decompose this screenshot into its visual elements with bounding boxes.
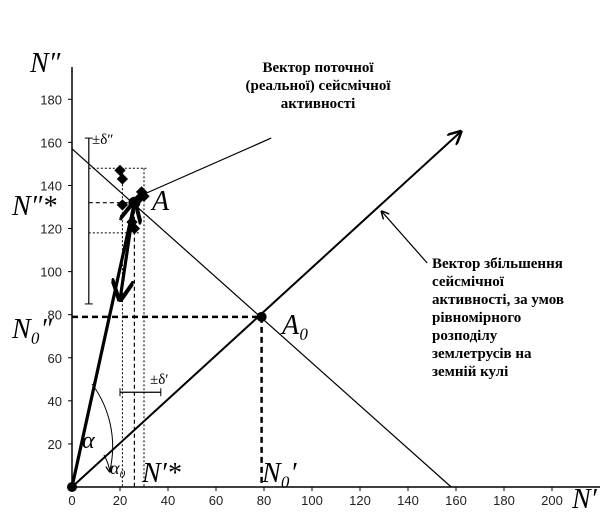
annotation-line: землетрусів на xyxy=(432,346,532,362)
annotation-line: Вектор збільшення xyxy=(432,256,563,272)
label: N″* xyxy=(11,191,56,222)
x-tick-label: 140 xyxy=(397,493,419,508)
annotation-line: рівномірного xyxy=(432,310,521,326)
annotation: Вектор збільшення сейсмічної активності, з… xyxy=(432,256,564,380)
x-tick-label: 80 xyxy=(257,493,271,508)
y-tick-label: 100 xyxy=(40,265,62,280)
annotation-line: (реальної) сейсмічної xyxy=(246,78,392,94)
label: N₀′ xyxy=(261,458,297,489)
y-tick-label: 60 xyxy=(48,351,62,366)
x-tick-label: 180 xyxy=(493,493,515,508)
point xyxy=(116,199,129,211)
annotation-line: земній кулі xyxy=(432,364,508,380)
annotation-line: розподілу xyxy=(432,328,498,344)
annotation-line: сейсмічної xyxy=(432,274,505,290)
y-tick-label: 40 xyxy=(48,394,62,409)
x-tick-label: 200 xyxy=(541,493,563,508)
label: α xyxy=(82,428,95,454)
x-tick-label: 160 xyxy=(445,493,467,508)
angle-arc xyxy=(103,454,110,472)
y-tick-label: 180 xyxy=(40,92,62,107)
label: α₀ xyxy=(110,458,126,478)
x-tick-label: 60 xyxy=(209,493,223,508)
point xyxy=(116,173,129,185)
angle-arc xyxy=(91,383,114,471)
y-tick-label: 120 xyxy=(40,222,62,237)
line xyxy=(382,211,428,264)
point xyxy=(256,311,267,322)
annotation-line: Вектор поточної xyxy=(262,60,374,76)
y-tick-label: 80 xyxy=(48,308,62,323)
label: N′* xyxy=(141,458,181,489)
annotation: Вектор поточної (реальної) сейсмічної акти… xyxy=(246,60,392,112)
y-tick-label: 140 xyxy=(40,178,62,193)
line xyxy=(134,137,272,199)
x-tick-label: 0 xyxy=(68,493,75,508)
label: ±δ″ xyxy=(92,132,114,148)
label: A₀ xyxy=(280,310,309,341)
annotation-line: активності xyxy=(281,96,356,112)
point xyxy=(114,164,126,177)
label: N′ xyxy=(571,484,598,514)
y-tick-label: 160 xyxy=(40,135,62,150)
label: N″ xyxy=(29,48,61,79)
x-tick-label: 40 xyxy=(161,493,175,508)
x-tick-label: 20 xyxy=(113,493,127,508)
x-tick-label: 120 xyxy=(349,493,371,508)
label: A xyxy=(150,186,170,217)
point xyxy=(128,222,141,235)
y-tick-label: 20 xyxy=(48,437,62,452)
label: N₀″ xyxy=(11,314,52,345)
x-tick-label: 100 xyxy=(301,493,323,508)
annotation-line: активності, за умов xyxy=(432,292,564,308)
label: ±δ′ xyxy=(150,372,169,388)
line xyxy=(71,132,461,488)
point xyxy=(67,482,77,492)
line xyxy=(70,203,134,488)
point xyxy=(128,196,141,209)
